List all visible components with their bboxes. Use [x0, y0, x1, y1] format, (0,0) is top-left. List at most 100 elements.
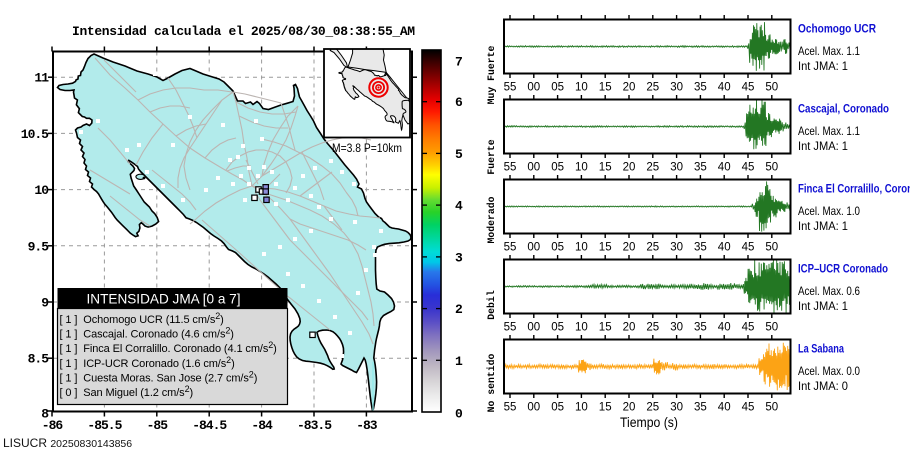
- svg-text:9: 9: [41, 296, 49, 311]
- svg-text:55: 55: [504, 322, 517, 334]
- svg-text:Int JMA: 1: Int JMA: 1: [798, 59, 848, 73]
- svg-text:Finca El Corralillo, Coronado: Finca El Corralillo, Coronado: [798, 182, 910, 196]
- svg-text:Int JMA: 1: Int JMA: 1: [798, 139, 848, 153]
- svg-text:55: 55: [504, 162, 517, 174]
- svg-text:8.5: 8.5: [28, 352, 50, 367]
- svg-text:00: 00: [527, 402, 540, 414]
- svg-text:40: 40: [718, 402, 731, 414]
- svg-text:30: 30: [670, 242, 683, 254]
- svg-text:11: 11: [34, 71, 49, 86]
- svg-text:Intensidad calculada el 2025/0: Intensidad calculada el 2025/08/30_08:38…: [72, 24, 415, 39]
- svg-text:30: 30: [670, 402, 683, 414]
- svg-text:[ 1 ] Cuesta Moras. San Jose: [ 1 ] Cuesta Moras. San Jose (2.7 cm/s2): [60, 369, 258, 384]
- svg-text:4: 4: [455, 199, 463, 214]
- svg-text:35: 35: [694, 82, 707, 94]
- svg-text:8: 8: [41, 407, 49, 422]
- svg-text:45: 45: [742, 402, 755, 414]
- svg-text:55: 55: [504, 242, 517, 254]
- svg-text:Int JMA: 1: Int JMA: 1: [798, 219, 848, 233]
- svg-text:[ 1 ] Cascajal. Coronado (4.6: [ 1 ] Cascajal. Coronado (4.6 cm/s2): [60, 326, 234, 341]
- svg-text:Int JMA: 0: Int JMA: 0: [798, 379, 848, 393]
- svg-text:9.5: 9.5: [28, 239, 50, 254]
- svg-text:45: 45: [742, 82, 755, 94]
- svg-text:6: 6: [455, 95, 463, 110]
- svg-text:3: 3: [455, 250, 463, 265]
- svg-text:[ 1 ] Ochomogo UCR (11.5 cm/s: [ 1 ] Ochomogo UCR (11.5 cm/s2): [60, 311, 224, 326]
- svg-text:30: 30: [670, 162, 683, 174]
- svg-text:30: 30: [670, 82, 683, 94]
- svg-text:25: 25: [646, 82, 659, 94]
- svg-text:10: 10: [575, 82, 588, 94]
- svg-text:25: 25: [646, 402, 659, 414]
- svg-text:Ochomogo UCR: Ochomogo UCR: [798, 22, 876, 36]
- svg-text:55: 55: [504, 402, 517, 414]
- svg-text:10: 10: [34, 183, 49, 198]
- svg-text:-83.5: -83.5: [297, 418, 332, 433]
- svg-text:LISUCR 20250830143856: LISUCR 20250830143856: [3, 436, 132, 450]
- svg-text:Acel. Max. 1.1: Acel. Max. 1.1: [798, 124, 860, 138]
- svg-text:50: 50: [765, 82, 778, 94]
- svg-text:05: 05: [551, 82, 564, 94]
- svg-text:50: 50: [765, 322, 778, 334]
- svg-text:35: 35: [694, 242, 707, 254]
- svg-text:50: 50: [765, 242, 778, 254]
- svg-text:15: 15: [599, 402, 612, 414]
- svg-text:2: 2: [455, 302, 463, 317]
- svg-text:55: 55: [504, 82, 517, 94]
- svg-text:Int JMA: 1: Int JMA: 1: [798, 299, 848, 313]
- svg-text:35: 35: [694, 402, 707, 414]
- svg-text:10: 10: [575, 242, 588, 254]
- svg-text:15: 15: [599, 242, 612, 254]
- svg-text:05: 05: [551, 162, 564, 174]
- svg-text:-83: -83: [356, 418, 378, 433]
- svg-text:00: 00: [527, 162, 540, 174]
- svg-text:45: 45: [742, 162, 755, 174]
- svg-text:20: 20: [623, 242, 636, 254]
- svg-text:-86: -86: [42, 418, 64, 433]
- svg-text:Acel. Max. 1.0: Acel. Max. 1.0: [798, 204, 860, 218]
- svg-text:Moderado: Moderado: [486, 196, 497, 243]
- svg-text:-84.5: -84.5: [192, 418, 227, 433]
- svg-text:05: 05: [551, 322, 564, 334]
- svg-text:45: 45: [742, 242, 755, 254]
- svg-text:0: 0: [455, 407, 463, 422]
- svg-text:25: 25: [646, 242, 659, 254]
- svg-text:7: 7: [455, 55, 463, 70]
- svg-text:ICP–UCR Coronado: ICP–UCR Coronado: [798, 262, 888, 276]
- svg-text:15: 15: [599, 162, 612, 174]
- svg-text:1: 1: [455, 354, 463, 369]
- svg-text:50: 50: [765, 402, 778, 414]
- svg-text:Tiempo (s): Tiempo (s): [620, 414, 678, 430]
- svg-text:00: 00: [527, 82, 540, 94]
- svg-text:Acel. Max. 0.0: Acel. Max. 0.0: [798, 364, 860, 378]
- svg-text:35: 35: [694, 322, 707, 334]
- svg-text:M=3.8 P=10km: M=3.8 P=10km: [332, 143, 402, 155]
- svg-text:INTENSIDAD JMA [0 a 7]: INTENSIDAD JMA [0 a 7]: [87, 291, 241, 307]
- svg-text:15: 15: [599, 322, 612, 334]
- svg-text:[ 1 ] ICP-UCR Coronado (1.6 c: [ 1 ] ICP-UCR Coronado (1.6 cm/s2): [60, 355, 235, 370]
- svg-text:40: 40: [718, 82, 731, 94]
- svg-text:10.5: 10.5: [21, 127, 49, 142]
- svg-text:25: 25: [646, 162, 659, 174]
- svg-text:-85.5: -85.5: [87, 418, 122, 433]
- svg-text:45: 45: [742, 322, 755, 334]
- svg-text:Acel. Max. 0.6: Acel. Max. 0.6: [798, 284, 860, 298]
- svg-text:Fuerte: Fuerte: [486, 139, 497, 174]
- svg-text:50: 50: [765, 162, 778, 174]
- svg-text:20: 20: [623, 162, 636, 174]
- svg-text:Debil: Debil: [486, 290, 497, 320]
- svg-text:10: 10: [575, 322, 588, 334]
- svg-text:00: 00: [527, 322, 540, 334]
- svg-text:40: 40: [718, 242, 731, 254]
- svg-text:40: 40: [718, 162, 731, 174]
- svg-text:00: 00: [527, 242, 540, 254]
- svg-text:-84: -84: [251, 418, 273, 433]
- svg-text:20: 20: [623, 322, 636, 334]
- svg-text:10: 10: [575, 162, 588, 174]
- svg-text:05: 05: [551, 242, 564, 254]
- svg-text:-85: -85: [147, 418, 169, 433]
- svg-text:10: 10: [575, 402, 588, 414]
- svg-text:[ 1 ] Finca El Corralillo. Co: [ 1 ] Finca El Corralillo. Coronado (4.1…: [60, 340, 277, 355]
- svg-text:5: 5: [455, 147, 463, 162]
- svg-text:20: 20: [623, 82, 636, 94]
